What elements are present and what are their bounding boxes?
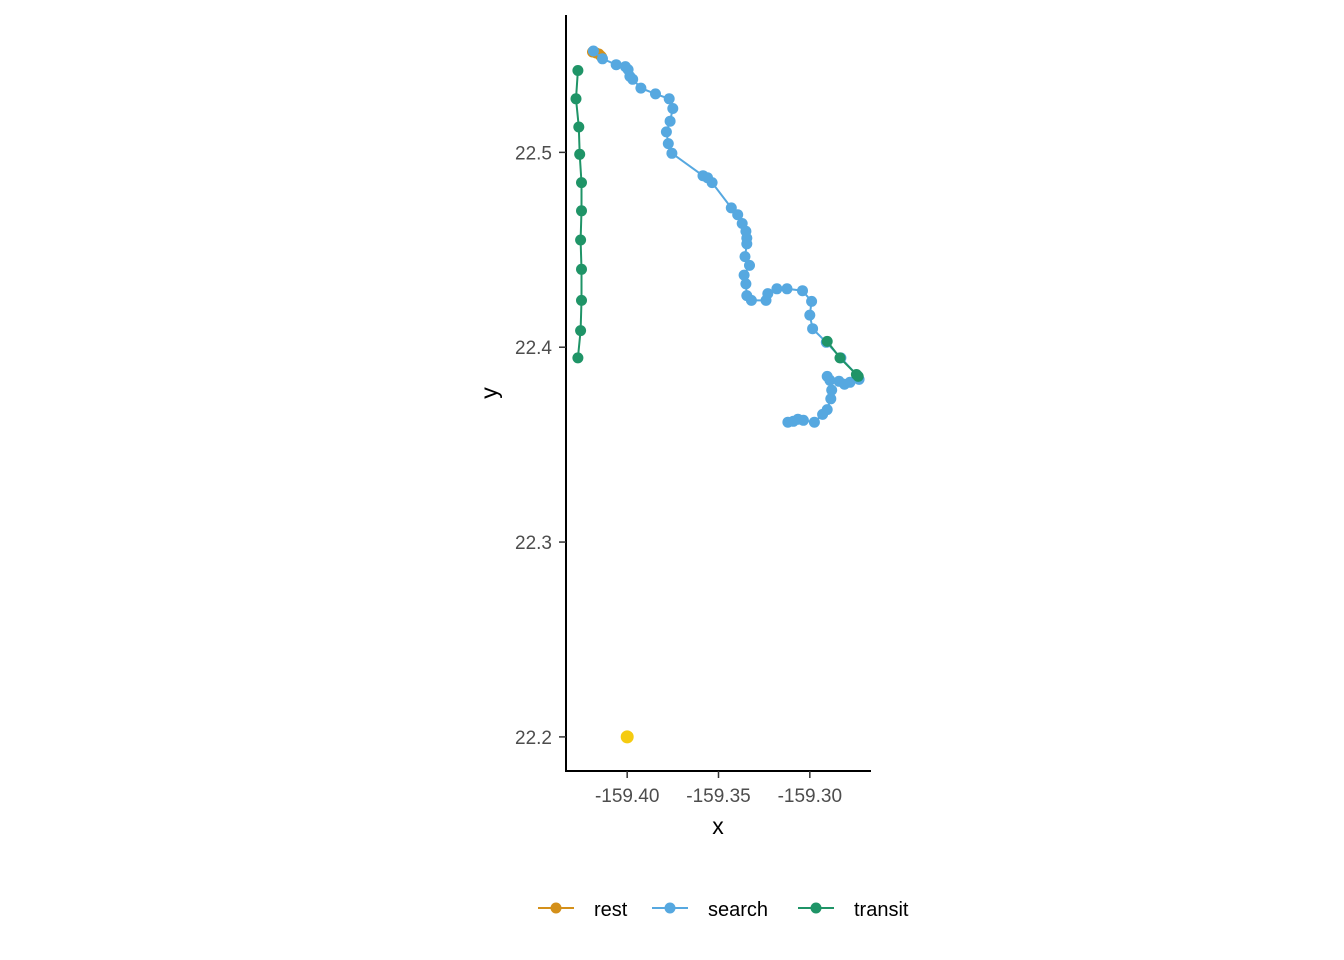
- legend-label: transit: [854, 899, 909, 921]
- data-point-transit: [572, 65, 584, 76]
- series-search: [587, 45, 865, 428]
- data-point-search: [666, 147, 678, 159]
- data-point-search: [732, 209, 744, 221]
- data-point-search: [650, 88, 661, 100]
- data-point-search: [587, 45, 599, 57]
- data-point-transit: [576, 177, 587, 189]
- data-point-transit: [575, 234, 587, 246]
- legend: rest search transit: [538, 899, 909, 921]
- data-point-transit: [821, 335, 833, 347]
- data-point-search: [833, 375, 845, 387]
- data-point-search: [627, 73, 639, 85]
- data-point-search: [740, 278, 752, 290]
- data-point-search: [807, 323, 819, 335]
- data-point-search: [817, 408, 829, 420]
- data-point-search: [797, 285, 808, 297]
- data-point-transit: [574, 148, 586, 160]
- data-point-search: [660, 126, 672, 138]
- data-point-transit: [572, 352, 584, 364]
- legend-key-point: [810, 902, 822, 914]
- y-tick-label: 22.3: [515, 533, 552, 554]
- data-point-search: [662, 138, 674, 150]
- data-point-transit: [576, 294, 587, 306]
- legend-item-search: search: [652, 899, 768, 921]
- y-axis-title: y: [476, 387, 502, 399]
- data-point-search: [804, 309, 816, 321]
- data-point-search: [782, 416, 794, 428]
- x-tick-label: -159.35: [686, 786, 750, 807]
- data-point-search: [826, 384, 838, 396]
- data-point-search: [635, 82, 647, 94]
- legend-key-point: [664, 902, 676, 914]
- series-transit: [570, 65, 864, 382]
- data-point-transit: [834, 352, 846, 364]
- data-point-transit: [570, 93, 582, 105]
- x-axis-title: x: [712, 813, 724, 839]
- data-point-transit: [573, 121, 585, 133]
- data-point-search: [610, 59, 622, 71]
- data-point-search: [664, 115, 676, 127]
- legend-label: rest: [594, 899, 628, 921]
- data-point-search: [597, 53, 608, 65]
- data-point-search: [808, 416, 820, 428]
- data-point-search: [762, 288, 774, 300]
- data-point-search: [667, 103, 679, 114]
- data-point-transit: [575, 325, 587, 337]
- axes: [565, 15, 871, 772]
- data-point-search: [741, 238, 753, 250]
- legend-item-rest: rest: [538, 899, 628, 921]
- data-point-search: [821, 370, 833, 382]
- data-point-transit: [576, 205, 587, 217]
- plot-area: [570, 45, 865, 744]
- data-point-search: [739, 251, 751, 263]
- data-point-transit: [852, 370, 864, 382]
- legend-key-point: [550, 902, 562, 914]
- x-tick-label: -159.30: [778, 786, 842, 807]
- data-point-search: [771, 283, 783, 295]
- data-point-transit: [576, 263, 587, 275]
- legend-item-transit: transit: [798, 899, 909, 921]
- data-point-search: [806, 295, 818, 307]
- y-tick-label: 22.4: [515, 338, 552, 359]
- data-point-search: [738, 269, 750, 281]
- data-point-search: [744, 259, 755, 271]
- data-point-search: [781, 283, 793, 295]
- axis-ticks: -159.40 -159.35 -159.30 22.2 22.3 22.4 22.5: [515, 143, 842, 807]
- data-point-search: [706, 177, 718, 189]
- data-point-highlight: [620, 730, 634, 744]
- data-point-search: [663, 93, 675, 105]
- legend-label: search: [708, 899, 768, 921]
- series-highlight: [620, 730, 634, 744]
- data-point-search: [745, 294, 757, 306]
- series-line-search: [592, 50, 861, 424]
- data-point-search: [825, 393, 837, 405]
- x-tick-label: -159.40: [595, 786, 659, 807]
- y-tick-label: 22.2: [515, 728, 552, 749]
- y-tick-label: 22.5: [515, 143, 552, 164]
